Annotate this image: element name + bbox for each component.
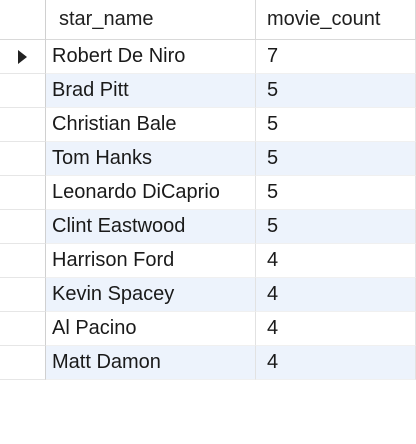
cell-star-name[interactable]: Harrison Ford — [46, 244, 256, 278]
cell-star-name[interactable]: Leonardo DiCaprio — [46, 176, 256, 210]
row-indicator[interactable] — [0, 40, 46, 74]
cell-movie-count[interactable]: 4 — [256, 278, 416, 312]
row-indicator[interactable] — [0, 74, 46, 108]
cell-movie-count[interactable]: 5 — [256, 176, 416, 210]
cell-movie-count[interactable]: 5 — [256, 74, 416, 108]
table-row[interactable]: Leonardo DiCaprio 5 — [0, 176, 416, 210]
row-indicator[interactable] — [0, 108, 46, 142]
column-header-movie-count[interactable]: movie_count — [256, 0, 416, 40]
cell-star-name[interactable]: Matt Damon — [46, 346, 256, 380]
table-row[interactable]: Matt Damon 4 — [0, 346, 416, 380]
header-row-indicator — [0, 0, 46, 40]
row-indicator[interactable] — [0, 312, 46, 346]
row-indicator[interactable] — [0, 176, 46, 210]
table-row[interactable]: Christian Bale 5 — [0, 108, 416, 142]
cell-movie-count[interactable]: 7 — [256, 40, 416, 74]
header-row: star_name movie_count — [0, 0, 416, 40]
table-row[interactable]: Brad Pitt 5 — [0, 74, 416, 108]
row-indicator[interactable] — [0, 346, 46, 380]
column-header-star-name[interactable]: star_name — [46, 0, 256, 40]
cell-movie-count[interactable]: 5 — [256, 210, 416, 244]
cell-star-name[interactable]: Christian Bale — [46, 108, 256, 142]
cell-movie-count[interactable]: 4 — [256, 312, 416, 346]
table-row[interactable]: Kevin Spacey 4 — [0, 278, 416, 312]
table-row[interactable]: Robert De Niro 7 — [0, 40, 416, 74]
table-row[interactable]: Clint Eastwood 5 — [0, 210, 416, 244]
result-grid: star_name movie_count Robert De Niro 7 B… — [0, 0, 416, 380]
cell-movie-count[interactable]: 4 — [256, 244, 416, 278]
cell-star-name[interactable]: Clint Eastwood — [46, 210, 256, 244]
current-row-arrow-icon — [18, 49, 27, 64]
cell-movie-count[interactable]: 4 — [256, 346, 416, 380]
cell-movie-count[interactable]: 5 — [256, 108, 416, 142]
table-row[interactable]: Harrison Ford 4 — [0, 244, 416, 278]
cell-star-name[interactable]: Robert De Niro — [46, 40, 256, 74]
cell-star-name[interactable]: Brad Pitt — [46, 74, 256, 108]
cell-star-name[interactable]: Tom Hanks — [46, 142, 256, 176]
row-indicator[interactable] — [0, 244, 46, 278]
table-row[interactable]: Tom Hanks 5 — [0, 142, 416, 176]
cell-star-name[interactable]: Al Pacino — [46, 312, 256, 346]
row-indicator[interactable] — [0, 142, 46, 176]
row-indicator[interactable] — [0, 278, 46, 312]
row-indicator[interactable] — [0, 210, 46, 244]
cell-movie-count[interactable]: 5 — [256, 142, 416, 176]
cell-star-name[interactable]: Kevin Spacey — [46, 278, 256, 312]
table-row[interactable]: Al Pacino 4 — [0, 312, 416, 346]
